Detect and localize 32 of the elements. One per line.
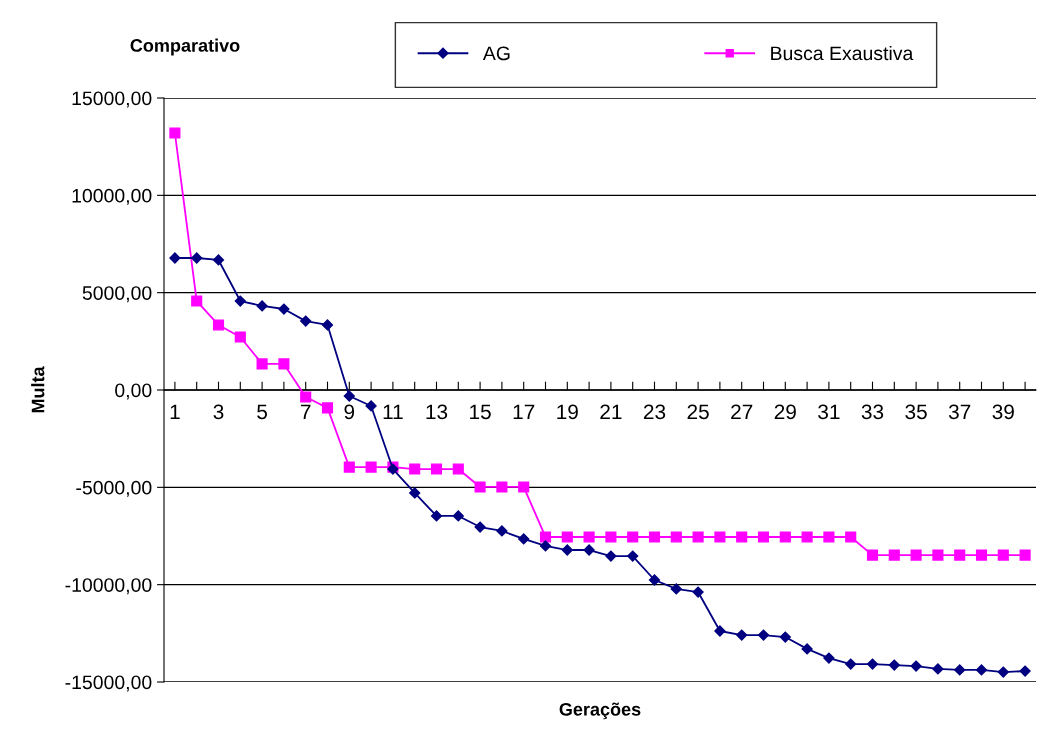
x-axis-title: Gerações <box>559 702 641 720</box>
x-tick-label: 29 <box>774 404 796 420</box>
x-tick-label: 23 <box>643 404 666 420</box>
y-tick-label: 10000,00 <box>72 188 152 205</box>
y-tick-label: -5000,00 <box>76 480 152 497</box>
legend-label: AG <box>482 46 510 61</box>
x-tick-label: 9 <box>344 404 355 420</box>
x-tick-label: 27 <box>731 404 753 419</box>
x-tick-label: 15 <box>470 404 491 420</box>
x-tick-label: 39 <box>992 404 1014 420</box>
x-tick-label: 17 <box>513 404 535 419</box>
x-tick-label: 31 <box>818 404 840 420</box>
x-tick-label: 25 <box>687 404 709 420</box>
x-tick-label: 19 <box>557 404 578 420</box>
x-tick-label: 7 <box>300 404 311 419</box>
x-tick-label: 1 <box>170 404 180 419</box>
y-tick-label: 15000,00 <box>72 91 152 108</box>
y-axis-title: Multa <box>31 366 45 413</box>
x-tick-label: 13 <box>426 404 448 420</box>
x-tick-label: 5 <box>257 404 268 420</box>
y-tick-label: -15000,00 <box>65 675 152 692</box>
x-tick-label: 37 <box>948 404 971 420</box>
x-tick-label: 3 <box>213 404 224 420</box>
chart-title: Comparativo <box>130 38 240 56</box>
y-tick-label: 0,00 <box>115 383 152 400</box>
legend-label: Busca Exaustiva <box>771 45 914 61</box>
y-tick-label: 5000,00 <box>82 286 152 303</box>
y-tick-label: -10000,00 <box>65 578 152 595</box>
x-tick-label: 21 <box>600 404 622 419</box>
x-tick-label: 35 <box>905 404 927 420</box>
x-tick-label: 33 <box>861 404 884 420</box>
x-tick-label: 11 <box>383 404 403 419</box>
